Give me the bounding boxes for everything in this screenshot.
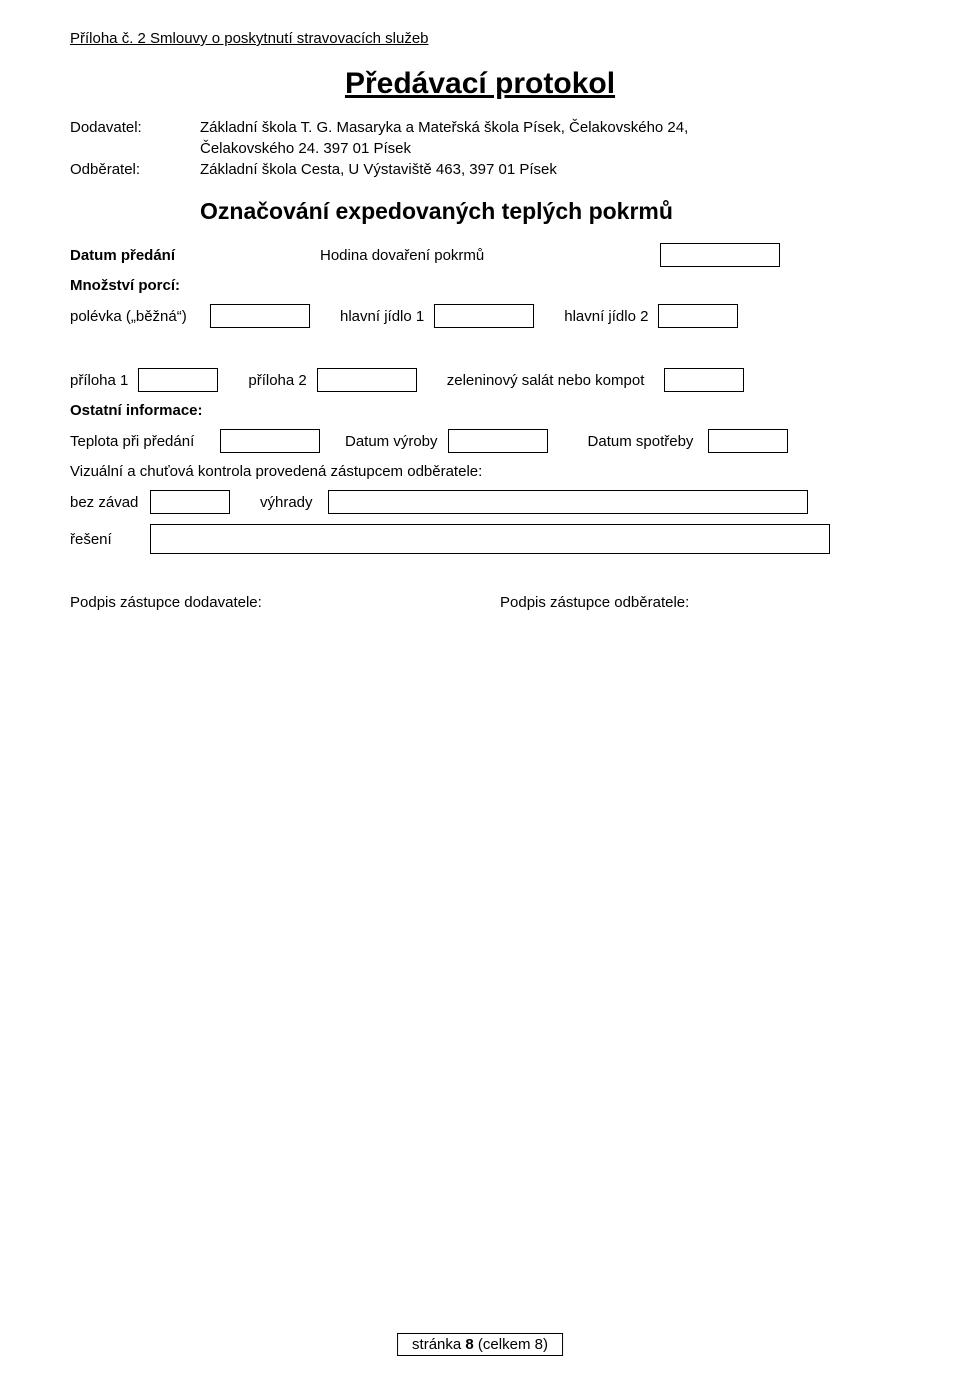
meals-row: polévka („běžná“) hlavní jídlo 1 hlavní … bbox=[70, 304, 890, 328]
solution-label: řešení bbox=[70, 531, 150, 548]
soup-field[interactable] bbox=[210, 304, 310, 328]
remarks-label: výhrady bbox=[260, 494, 313, 511]
no-defects-label: bez závad bbox=[70, 494, 150, 511]
supplier-row: Dodavatel: Základní škola T. G. Masaryka… bbox=[70, 119, 890, 136]
page-footer: stránka 8 (celkem 8) bbox=[397, 1333, 563, 1356]
solution-field[interactable] bbox=[150, 524, 830, 554]
temp-row: Teplota při předání Datum výroby Datum s… bbox=[70, 429, 890, 453]
cook-time-label: Hodina dovaření pokrmů bbox=[320, 247, 550, 264]
customer-row: Odběratel: Základní škola Cesta, U Výsta… bbox=[70, 161, 890, 178]
portions-label: Množství porcí: bbox=[70, 277, 180, 294]
supplier-label-empty bbox=[70, 140, 200, 157]
portions-row: Množství porcí: bbox=[70, 277, 890, 294]
solution-row: řešení bbox=[70, 524, 890, 554]
main2-label: hlavní jídlo 2 bbox=[564, 308, 648, 325]
temp-label: Teplota při předání bbox=[70, 433, 220, 450]
supplier-row-2: Čelakovského 24. 397 01 Písek bbox=[70, 140, 890, 157]
other-info-label: Ostatní informace: bbox=[70, 402, 203, 419]
customer-label: Odběratel: bbox=[70, 161, 200, 178]
other-info-row: Ostatní informace: bbox=[70, 402, 890, 419]
handover-row: Datum předání Hodina dovaření pokrmů bbox=[70, 243, 890, 267]
visual-check-row: Vizuální a chuťová kontrola provedená zá… bbox=[70, 463, 890, 480]
salad-field[interactable] bbox=[664, 368, 744, 392]
no-defects-field[interactable] bbox=[150, 490, 230, 514]
side2-field[interactable] bbox=[317, 368, 417, 392]
expiry-field[interactable] bbox=[708, 429, 788, 453]
footer-prefix: stránka bbox=[412, 1336, 465, 1353]
side1-label: příloha 1 bbox=[70, 372, 128, 389]
attachment-header: Příloha č. 2 Smlouvy o poskytnutí stravo… bbox=[70, 30, 890, 47]
footer-suffix: (celkem 8) bbox=[474, 1336, 548, 1353]
prod-date-label: Datum výroby bbox=[345, 433, 438, 450]
document-page: Příloha č. 2 Smlouvy o poskytnutí stravo… bbox=[0, 0, 960, 1386]
expiry-label: Datum spotřeby bbox=[588, 433, 694, 450]
cook-time-field[interactable] bbox=[660, 243, 780, 267]
subtitle: Označování expedovaných teplých pokrmů bbox=[200, 198, 890, 225]
temp-field[interactable] bbox=[220, 429, 320, 453]
handover-date-label: Datum předání bbox=[70, 247, 320, 264]
side1-field[interactable] bbox=[138, 368, 218, 392]
supplier-signature-label: Podpis zástupce dodavatele: bbox=[70, 594, 500, 611]
footer-page: 8 bbox=[465, 1336, 473, 1353]
defects-row: bez závad výhrady bbox=[70, 490, 890, 514]
soup-label: polévka („běžná“) bbox=[70, 308, 210, 325]
main2-field[interactable] bbox=[658, 304, 738, 328]
salad-label: zeleninový salát nebo kompot bbox=[447, 372, 645, 389]
main1-field[interactable] bbox=[434, 304, 534, 328]
customer-signature-label: Podpis zástupce odběratele: bbox=[500, 594, 689, 611]
remarks-field[interactable] bbox=[328, 490, 808, 514]
supplier-value-line1: Základní škola T. G. Masaryka a Mateřská… bbox=[200, 119, 890, 136]
prod-date-field[interactable] bbox=[448, 429, 548, 453]
sides-row: příloha 1 příloha 2 zeleninový salát neb… bbox=[70, 368, 890, 392]
main1-label: hlavní jídlo 1 bbox=[340, 308, 424, 325]
supplier-label: Dodavatel: bbox=[70, 119, 200, 136]
customer-value: Základní škola Cesta, U Výstaviště 463, … bbox=[200, 161, 890, 178]
side2-label: příloha 2 bbox=[248, 372, 306, 389]
visual-check-text: Vizuální a chuťová kontrola provedená zá… bbox=[70, 463, 482, 480]
signatures-row: Podpis zástupce dodavatele: Podpis zástu… bbox=[70, 594, 890, 611]
supplier-value-line2: Čelakovského 24. 397 01 Písek bbox=[200, 140, 890, 157]
document-title: Předávací protokol bbox=[70, 67, 890, 101]
